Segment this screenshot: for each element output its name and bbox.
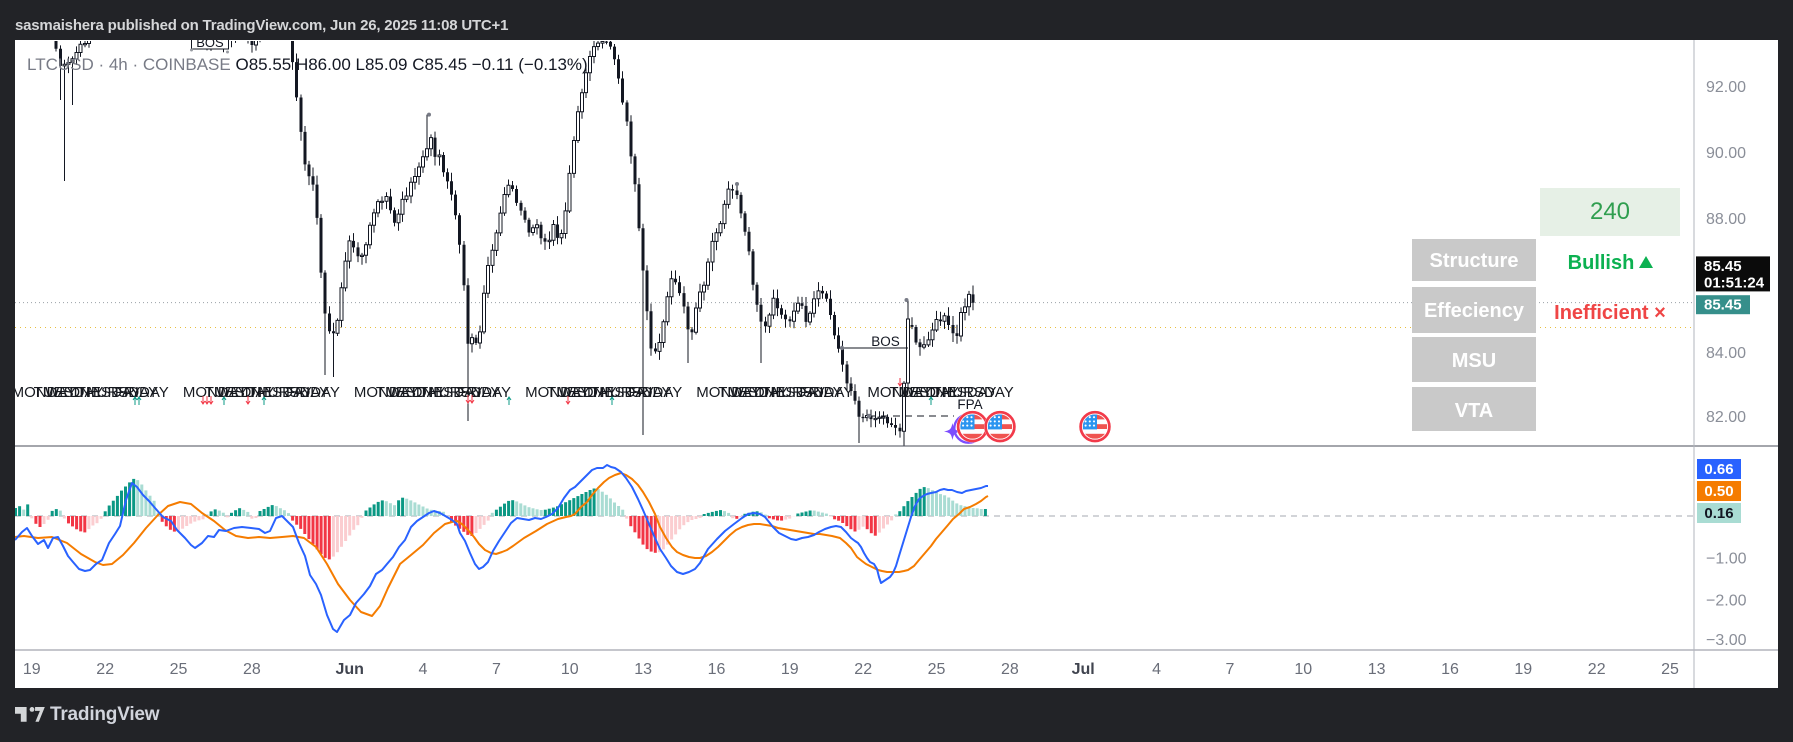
svg-text:88.00: 88.00 [1706,211,1746,228]
svg-text:THURSDAY: THURSDAY [590,384,671,401]
svg-text:01:51:24: 01:51:24 [1704,275,1765,292]
svg-text:WEDNESDAY: WEDNESDAY [387,384,483,401]
svg-text:MONDAY: MONDAY [354,384,419,401]
svg-text:WEDNESDAY: WEDNESDAY [45,384,141,401]
svg-text:28: 28 [243,661,261,678]
svg-text:4: 4 [419,661,428,678]
svg-text:85.45: 85.45 [1704,258,1742,275]
svg-text:TUESDAY: TUESDAY [376,384,446,401]
svg-text:25: 25 [928,661,946,678]
svg-text:−2.00: −2.00 [1706,593,1747,610]
svg-text:90.00: 90.00 [1706,145,1746,162]
svg-text:Jun: Jun [335,661,363,678]
svg-text:THURSDAY: THURSDAY [932,384,1013,401]
svg-text:19: 19 [23,661,41,678]
svg-text:240: 240 [1590,198,1630,225]
svg-text:16: 16 [1441,661,1459,678]
svg-text:7: 7 [492,661,501,678]
svg-text:16: 16 [708,661,726,678]
svg-text:Inefficient ×: Inefficient × [1554,302,1666,324]
svg-text:MSU: MSU [1452,350,1496,372]
svg-text:MONDAY: MONDAY [183,384,248,401]
svg-text:10: 10 [561,661,579,678]
svg-text:0.16: 0.16 [1704,505,1733,522]
svg-text:Effeciency: Effeciency [1424,300,1525,322]
svg-text:10: 10 [1294,661,1312,678]
svg-text:MONDAY: MONDAY [15,384,76,401]
svg-text:28: 28 [1001,661,1019,678]
svg-text:WEDNESDAY: WEDNESDAY [901,384,997,401]
svg-text:25: 25 [170,661,188,678]
svg-text:WEDNESDAY: WEDNESDAY [559,384,655,401]
svg-text:Jul: Jul [1072,661,1095,678]
svg-text:FRIDAY: FRIDAY [457,384,511,401]
svg-text:TUESDAY: TUESDAY [889,384,959,401]
svg-text:TUESDAY: TUESDAY [547,384,617,401]
svg-text:4: 4 [1152,661,1161,678]
svg-text:WEDNESDAY: WEDNESDAY [730,384,826,401]
svg-text:19: 19 [1514,661,1532,678]
svg-text:FRIDAY: FRIDAY [115,384,169,401]
svg-text:WEDNESDAY: WEDNESDAY [216,384,312,401]
svg-text:25: 25 [1661,661,1679,678]
svg-text:22: 22 [96,661,114,678]
svg-text:TUESDAY: TUESDAY [718,384,788,401]
svg-text:MONDAY: MONDAY [525,384,590,401]
svg-text:84.00: 84.00 [1706,345,1746,362]
svg-text:VTA: VTA [1455,400,1494,422]
svg-text:MONDAY: MONDAY [867,384,932,401]
svg-text:MONDAY: MONDAY [696,384,761,401]
svg-text:Bullish: Bullish [1568,252,1635,274]
svg-text:BOS: BOS [871,334,900,349]
svg-text:0.66: 0.66 [1704,461,1733,478]
svg-text:FPA: FPA [957,397,982,412]
svg-text:82.00: 82.00 [1706,409,1746,426]
svg-text:FRIDAY: FRIDAY [286,384,340,401]
svg-text:Structure: Structure [1430,250,1519,272]
svg-text:19: 19 [781,661,799,678]
svg-text:TUESDAY: TUESDAY [34,384,104,401]
svg-text:LTCUSD · 4h · COINBASE O85.55: LTCUSD · 4h · COINBASE O85.55 H86.00 L85… [27,55,588,74]
svg-text:FRIDAY: FRIDAY [628,384,682,401]
svg-text:13: 13 [1368,661,1386,678]
svg-text:92.00: 92.00 [1706,79,1746,96]
svg-text:−3.00: −3.00 [1706,632,1747,649]
svg-text:THURSDAY: THURSDAY [77,384,158,401]
svg-text:THURSDAY: THURSDAY [248,384,329,401]
svg-text:−1.00: −1.00 [1706,551,1747,568]
svg-text:FRIDAY: FRIDAY [799,384,853,401]
svg-text:13: 13 [634,661,652,678]
svg-text:BOS: BOS [196,40,224,50]
svg-text:TUESDAY: TUESDAY [205,384,275,401]
svg-text:THURSDAY: THURSDAY [761,384,842,401]
svg-text:22: 22 [1588,661,1606,678]
svg-text:THURSDAY: THURSDAY [419,384,500,401]
svg-text:85.45: 85.45 [1704,297,1742,314]
svg-text:22: 22 [854,661,872,678]
svg-text:7: 7 [1225,661,1234,678]
svg-text:0.50: 0.50 [1704,483,1733,500]
